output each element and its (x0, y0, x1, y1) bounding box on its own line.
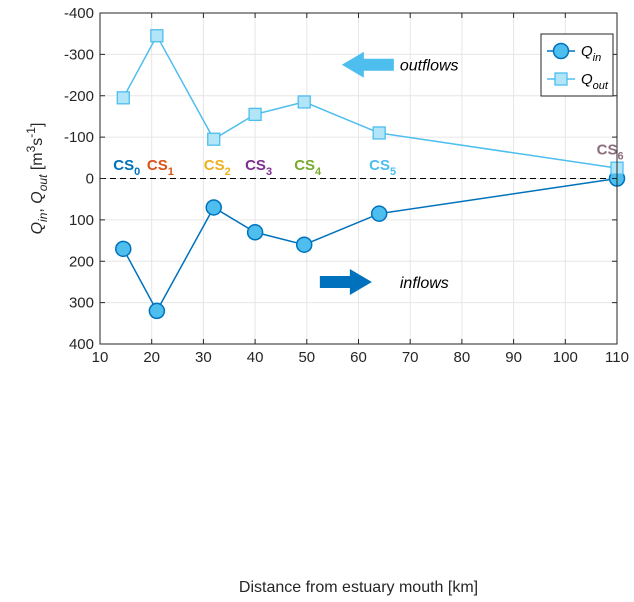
x-tick-label: 110 (605, 349, 629, 366)
data-point-in (115, 240, 132, 258)
data-point-out (372, 126, 386, 140)
y-tick-label: -200 (64, 88, 94, 105)
y-axis-ticks: -400 -300 -200 -100 0 100 200 300 400 (64, 5, 617, 353)
data-point-in (205, 199, 222, 216)
inflow-arrow-icon (319, 268, 372, 295)
annotation-inflows: inflows (319, 268, 449, 295)
series-in (115, 170, 626, 320)
cross-section-label: CS2 (204, 157, 231, 178)
cross-section-label: CS5 (369, 157, 396, 178)
data-point-in (295, 236, 313, 253)
outflow-arrow-icon (341, 51, 394, 78)
data-point-out (248, 107, 262, 122)
data-point-in (148, 302, 166, 320)
annotations: outflows inflows (319, 51, 459, 295)
cross-section-label: CS1 (147, 157, 174, 178)
legend: Qin Qout (540, 33, 614, 97)
annotation-text: inflows (400, 275, 449, 292)
annotation-text: outflows (400, 58, 459, 75)
data-point-out (150, 29, 164, 43)
data-point-out (297, 95, 311, 109)
data-point-out (116, 91, 130, 105)
annotation-outflows: outflows (341, 51, 459, 78)
y-tick-label: 0 (86, 171, 94, 188)
series-out (116, 29, 624, 175)
series-layer (115, 29, 626, 320)
x-axis-label: Distance from estuary mouth [km] (239, 579, 478, 596)
y-tick-label: -400 (64, 5, 94, 22)
data-point-in (246, 224, 264, 241)
y-tick-label: 200 (69, 253, 94, 270)
cross-section-labels: CS0 CS1 CS2 CS3 CS4 CS5 CS6 (113, 142, 623, 179)
cross-section-label: CS3 (245, 157, 272, 178)
data-point-in (370, 205, 388, 222)
cross-section-label: CS0 (113, 157, 140, 178)
legend-marker-in (552, 42, 570, 60)
y-tick-label: 100 (69, 212, 94, 229)
x-axis-ticks: 10 20 30 40 50 60 70 80 90 100 110 (92, 13, 629, 366)
legend-box (540, 33, 614, 97)
legend-label-in: Qin (581, 43, 601, 64)
x-tick-label: 30 (195, 349, 212, 366)
x-tick-label: 100 (553, 349, 578, 366)
y-tick-label: -300 (64, 46, 94, 63)
y-tick-label: 400 (69, 336, 94, 353)
x-tick-label: 60 (350, 349, 367, 366)
x-tick-label: 70 (402, 349, 419, 366)
cross-section-label: CS4 (294, 157, 322, 178)
cross-section-label: CS6 (597, 142, 624, 163)
y-axis-label: Qin, Qout [m3s-1] (24, 123, 50, 235)
y-tick-label: -100 (64, 129, 94, 146)
data-point-out (207, 132, 221, 146)
x-tick-label: 20 (143, 349, 160, 366)
legend-marker-out (554, 72, 568, 86)
x-tick-label: 40 (247, 349, 264, 366)
legend-label-out: Qout (581, 71, 609, 92)
x-tick-label: 90 (505, 349, 522, 366)
x-tick-label: 50 (298, 349, 315, 366)
x-tick-label: 80 (454, 349, 471, 366)
x-tick-label: 10 (92, 349, 109, 366)
y-tick-label: 300 (69, 295, 94, 312)
